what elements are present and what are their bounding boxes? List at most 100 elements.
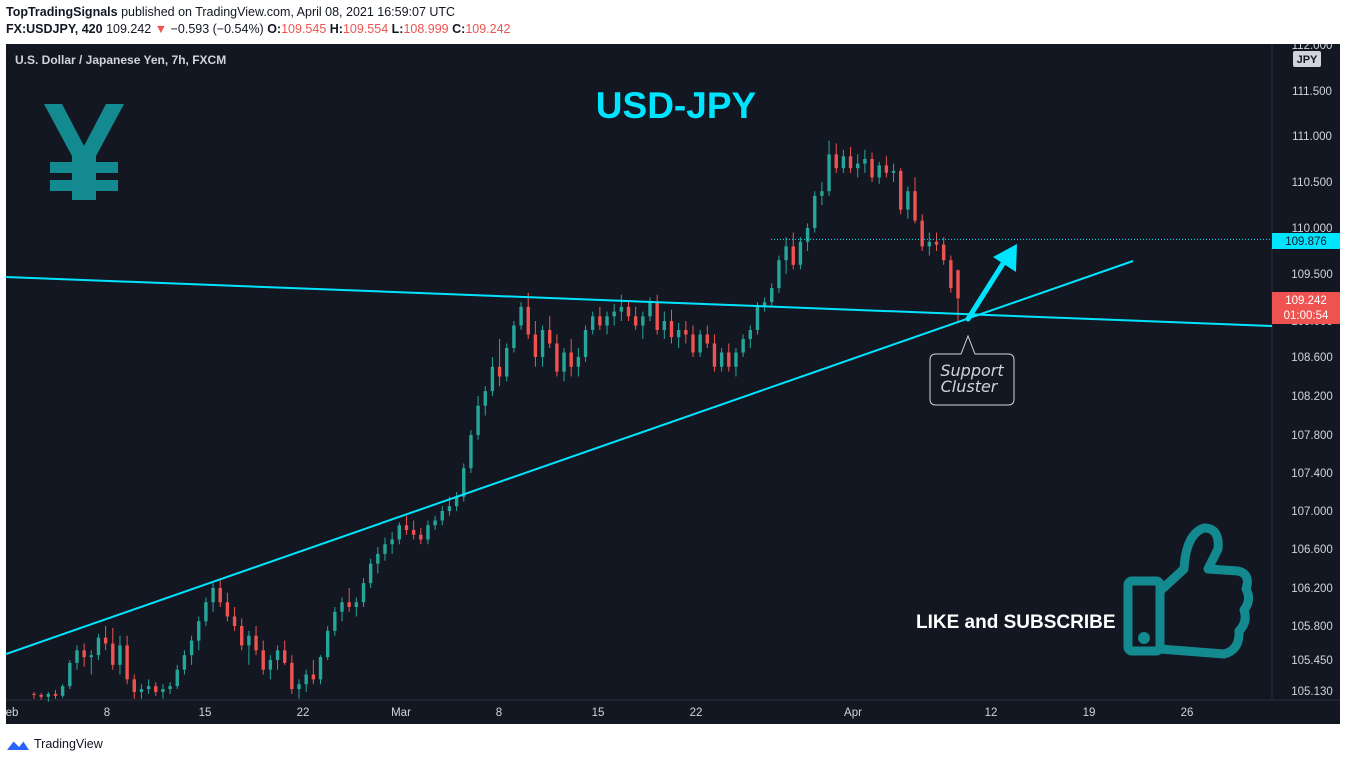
price-axis[interactable]: 112.000 111.500 111.000 110.500 110.000 109.5… bbox=[1291, 44, 1333, 698]
y-tick-label: 109.500 bbox=[1291, 269, 1333, 281]
open-label: O: bbox=[267, 22, 282, 36]
candle bbox=[376, 547, 380, 574]
candle bbox=[89, 650, 94, 675]
candle bbox=[741, 334, 745, 357]
x-tick-label: 8 bbox=[104, 707, 110, 719]
candle bbox=[32, 691, 36, 699]
instrument-title: U.S. Dollar / Japanese Yen, 7h, FXCM bbox=[15, 53, 226, 67]
candle bbox=[834, 143, 838, 173]
y-tick-label: 110.500 bbox=[1292, 177, 1333, 189]
candle bbox=[340, 597, 344, 622]
chart-canvas[interactable]: U.S. Dollar / Japanese Yen, 7h, FXCM JPY… bbox=[6, 44, 1340, 724]
candle bbox=[383, 537, 387, 561]
support-cluster-callout[interactable]: Support Cluster bbox=[929, 334, 1015, 406]
candle bbox=[361, 578, 366, 607]
last-price: 109.242 bbox=[106, 22, 152, 36]
candle bbox=[82, 643, 86, 667]
last-price-label[interactable]: 109.242 01:00:54 bbox=[1272, 292, 1340, 324]
candle bbox=[705, 325, 710, 348]
y-tick-label: 105.800 bbox=[1291, 621, 1333, 633]
high-value: 109.554 bbox=[342, 22, 389, 36]
candle bbox=[390, 531, 394, 554]
candle bbox=[232, 607, 237, 631]
candle bbox=[727, 343, 731, 372]
ohlc-legend: FX:USDJPY, 420 109.242 ▼ −0.593 (−0.54%)… bbox=[6, 22, 511, 36]
candle bbox=[863, 149, 867, 173]
last-price-text: 109.242 bbox=[1285, 295, 1327, 307]
candle bbox=[934, 232, 939, 251]
candle bbox=[454, 492, 459, 511]
candle bbox=[139, 684, 144, 699]
tradingview-brand[interactable]: TradingView bbox=[34, 737, 103, 751]
candle bbox=[483, 386, 487, 416]
x-tick-label: 12 bbox=[985, 707, 998, 719]
candle bbox=[96, 633, 101, 660]
currency-badge[interactable]: JPY bbox=[1293, 51, 1321, 67]
candle bbox=[841, 149, 846, 173]
time-axis[interactable]: eb 8 15 22 Mar 8 15 22 Apr 12 19 26 bbox=[6, 707, 1193, 719]
footer: TradingView bbox=[6, 734, 103, 754]
level-price-label[interactable]: 109.876 bbox=[1272, 233, 1340, 249]
candle bbox=[46, 691, 51, 702]
candle bbox=[490, 357, 495, 396]
candle bbox=[612, 304, 616, 326]
callout-line-2: Cluster bbox=[941, 377, 999, 396]
candle bbox=[404, 515, 409, 535]
y-tick-label: 105.130 bbox=[1291, 686, 1333, 698]
horizontal-trendline[interactable] bbox=[6, 276, 1273, 327]
candle bbox=[247, 630, 251, 665]
candle bbox=[777, 255, 781, 293]
open-value: 109.545 bbox=[281, 22, 327, 36]
candle bbox=[497, 339, 502, 387]
close-label: C: bbox=[452, 22, 466, 36]
candle bbox=[698, 330, 702, 357]
candle bbox=[146, 679, 151, 694]
candle bbox=[282, 640, 287, 665]
up-arrow-icon bbox=[965, 244, 1017, 322]
candle bbox=[512, 321, 516, 353]
y-tick-label: 105.450 bbox=[1291, 655, 1333, 667]
x-tick-label: 26 bbox=[1181, 707, 1194, 719]
candle bbox=[569, 339, 573, 377]
candle bbox=[290, 655, 294, 694]
y-tick-label: 108.600 bbox=[1291, 352, 1333, 364]
candle bbox=[60, 684, 65, 698]
candle bbox=[419, 528, 423, 545]
x-tick-label: 8 bbox=[496, 707, 502, 719]
candle bbox=[590, 311, 595, 335]
candle bbox=[949, 255, 953, 293]
low-label: L: bbox=[391, 22, 404, 36]
candle bbox=[762, 297, 767, 312]
y-tick-label: 107.800 bbox=[1291, 430, 1333, 442]
x-tick-label: Mar bbox=[391, 707, 411, 719]
candle bbox=[132, 674, 136, 699]
x-tick-label: 15 bbox=[592, 707, 605, 719]
candle bbox=[562, 348, 566, 382]
symbol: FX:USDJPY, 420 bbox=[6, 22, 103, 36]
close-value: 109.242 bbox=[465, 22, 511, 36]
candle bbox=[397, 522, 402, 545]
candle bbox=[605, 311, 609, 335]
candle bbox=[856, 154, 860, 178]
candle bbox=[712, 334, 717, 372]
candle bbox=[325, 626, 330, 660]
yen-icon bbox=[44, 104, 124, 200]
candle bbox=[433, 515, 437, 530]
rising-trendline[interactable] bbox=[6, 260, 1134, 655]
y-tick-label: 110.000 bbox=[1292, 223, 1333, 235]
level-price-text: 109.876 bbox=[1285, 236, 1327, 248]
currency-badge-label: JPY bbox=[1297, 54, 1318, 66]
candle bbox=[619, 294, 624, 321]
y-tick-label: 112.000 bbox=[1292, 44, 1333, 52]
chart-area[interactable]: U.S. Dollar / Japanese Yen, 7h, FXCM JPY… bbox=[6, 44, 1340, 724]
candle bbox=[676, 322, 681, 348]
candle bbox=[540, 325, 545, 367]
tradingview-logo-icon[interactable] bbox=[6, 737, 30, 751]
candle bbox=[813, 191, 817, 233]
candle bbox=[333, 607, 337, 636]
candle bbox=[304, 669, 308, 692]
candle bbox=[798, 237, 803, 270]
candle bbox=[411, 520, 416, 540]
author-name[interactable]: TopTradingSignals bbox=[6, 5, 118, 19]
thumbs-up-icon[interactable] bbox=[1123, 523, 1254, 659]
